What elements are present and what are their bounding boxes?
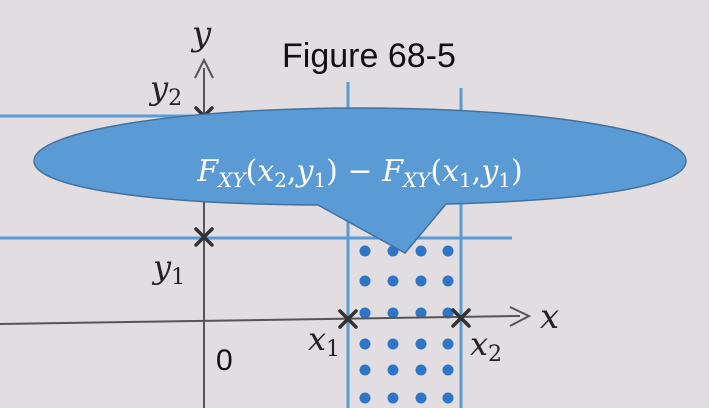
region-dot xyxy=(359,338,371,350)
region-dot xyxy=(442,392,454,404)
x2-mark xyxy=(451,308,471,328)
callout-formula: FXY(x2,y1) − FXY(x1,y1) xyxy=(196,154,522,192)
x2-label: x2 xyxy=(470,325,502,367)
formula-callout xyxy=(33,107,687,254)
origin-label: 0 xyxy=(216,344,233,377)
region-dot xyxy=(359,245,371,257)
region-dot xyxy=(387,364,399,376)
region-dot xyxy=(415,364,427,376)
dotted-region xyxy=(359,245,454,404)
region-dot xyxy=(359,275,371,287)
x-axis xyxy=(0,315,521,325)
y2-label: y2 xyxy=(148,69,182,111)
region-dot xyxy=(442,245,454,257)
y1-label: y1 xyxy=(151,248,185,290)
region-dot xyxy=(442,364,454,376)
y-axis-arrow-icon xyxy=(194,57,214,79)
region-dot xyxy=(442,307,454,319)
region-dot xyxy=(415,392,427,404)
figure-title: Figure 68-5 xyxy=(282,37,456,75)
region-dot xyxy=(387,307,399,319)
region-dot xyxy=(442,338,454,350)
x-axis-arrow-icon xyxy=(509,306,532,327)
y-axis-label: y xyxy=(190,14,212,54)
region-dot xyxy=(359,364,371,376)
x1-mark xyxy=(338,309,358,329)
region-dot xyxy=(387,275,399,287)
region-dot xyxy=(415,275,427,287)
region-dot xyxy=(415,338,427,350)
region-dot xyxy=(442,275,454,287)
y1-mark xyxy=(194,227,214,247)
region-dot xyxy=(387,392,399,404)
region-dot xyxy=(415,245,427,257)
region-dot xyxy=(387,338,399,350)
region-dot xyxy=(359,307,371,319)
region-dot xyxy=(415,307,427,319)
region-dot xyxy=(359,392,371,404)
x1-label: x1 xyxy=(308,320,340,362)
x-axis-label: x xyxy=(540,297,559,337)
